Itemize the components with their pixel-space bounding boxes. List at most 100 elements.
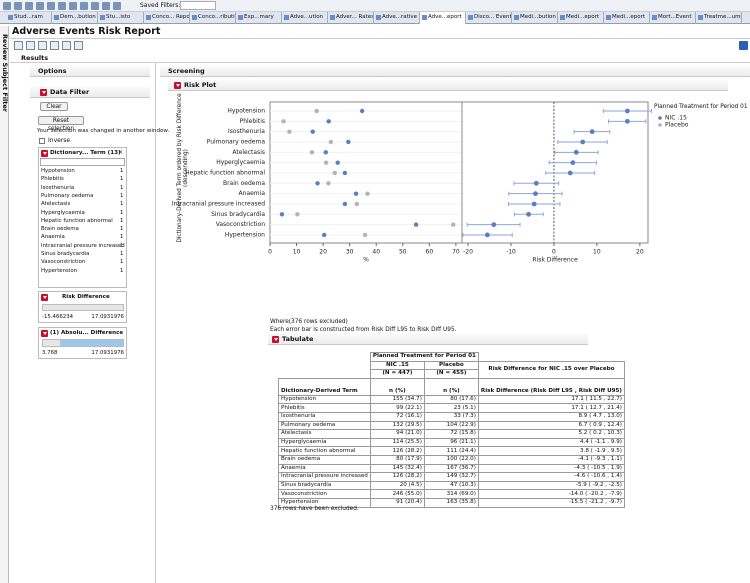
table-cell: 80 (17.9) — [370, 455, 424, 464]
checkbox[interactable] — [39, 138, 45, 144]
y-axis-label: Dictionary-Derived Term ordered by Risk … — [177, 93, 189, 243]
report-icon[interactable] — [14, 41, 23, 50]
x-axis-label: Risk Difference — [532, 257, 578, 264]
tab[interactable]: Mort...Event — [650, 12, 696, 24]
tab[interactable]: Adver... Rates — [328, 12, 374, 24]
table-row: Phlebitis99 (22.1)23 (5.1)17.1 ( 12.7 , … — [279, 404, 625, 413]
results-label: Results — [21, 54, 48, 62]
filter-count: 1 — [120, 226, 123, 232]
menu-triangle[interactable] — [41, 150, 48, 157]
table-cell: 132 (29.5) — [370, 421, 424, 430]
tab[interactable]: Adve...ution — [282, 12, 328, 24]
filter-item[interactable]: Isosthenuria — [41, 185, 74, 191]
filter-count: 1 — [120, 243, 123, 249]
table-cell: 246 (55.0) — [370, 490, 424, 499]
button[interactable]: Clear — [40, 102, 68, 111]
toolbar-icon[interactable] — [80, 2, 88, 10]
toolbar-icon[interactable] — [91, 2, 99, 10]
toolbar-icon[interactable] — [58, 2, 66, 10]
toolbar-icon[interactable] — [36, 2, 44, 10]
category-label: Atelectasis — [232, 149, 265, 156]
category-label: Hepatic function abnormal — [185, 169, 265, 176]
tab[interactable]: Conco...ribution — [190, 12, 236, 24]
filter-item[interactable]: Hypertension — [41, 268, 77, 274]
table-cell: 145 (32.4) — [370, 464, 424, 473]
filter-item[interactable]: Hyperglycaemia — [41, 210, 85, 216]
risk-point — [534, 181, 539, 186]
dot — [343, 202, 347, 206]
report-icon[interactable] — [26, 41, 35, 50]
table-row: Brain oedema80 (17.9)100 (22.0)-4.1 ( -9… — [279, 455, 625, 464]
tab[interactable]: Medi...bution — [512, 12, 558, 24]
legend-marker — [658, 123, 662, 127]
search-box[interactable] — [40, 158, 125, 166]
table-cell: 114 (25.5) — [370, 438, 424, 447]
dot — [346, 140, 350, 144]
tab[interactable]: Stud...ram — [6, 12, 52, 24]
tab[interactable]: Treatme...ummary — [696, 12, 742, 24]
menu-triangle[interactable] — [272, 336, 279, 343]
close-button[interactable]: × — [118, 149, 123, 156]
toolbar-icon[interactable] — [14, 2, 22, 10]
report-icon[interactable] — [38, 41, 47, 50]
tab[interactable]: Exp...mary — [236, 12, 282, 24]
tab-icon — [238, 15, 243, 20]
table-cell: Hyperglycaemia — [279, 438, 371, 447]
saved-filters-dropdown[interactable] — [180, 1, 216, 10]
report-icon[interactable] — [62, 41, 71, 50]
x-tick-label: -20 — [463, 249, 473, 256]
tab[interactable]: Adve...rative — [374, 12, 420, 24]
filter-item[interactable]: Anaemia — [41, 234, 65, 240]
filter-count: 1 — [120, 234, 123, 240]
table-cell: 91 (20.4) — [370, 498, 424, 507]
toolbar-icon[interactable] — [47, 2, 55, 10]
tab[interactable]: Adve...eport — [420, 12, 466, 24]
toolbar-icon[interactable] — [3, 2, 11, 10]
filter-item[interactable]: Hypotension — [41, 168, 75, 174]
filter-item[interactable]: Brain oedema — [41, 226, 79, 232]
menu-triangle[interactable] — [174, 82, 181, 89]
toolbar-icon[interactable] — [102, 2, 110, 10]
tab-icon — [8, 15, 13, 20]
help-icon[interactable] — [739, 41, 748, 50]
filter-item[interactable]: Atelectasis — [41, 201, 70, 207]
side-tab-label[interactable]: Review Subject Filter — [1, 34, 9, 112]
report-icon[interactable] — [50, 41, 59, 50]
button[interactable]: Reset selection — [38, 116, 84, 125]
toolbar-icon[interactable] — [113, 2, 121, 10]
filter-item[interactable]: Phlebitis — [41, 176, 64, 182]
menu-triangle[interactable] — [41, 294, 48, 301]
filter-item[interactable]: Pulmonary oedema — [41, 193, 93, 199]
tab[interactable]: Medi...eport — [604, 12, 650, 24]
dot — [336, 160, 340, 164]
slider-track[interactable] — [42, 304, 124, 311]
table-cell — [279, 353, 371, 362]
tab[interactable]: Dem...bution — [52, 12, 98, 24]
tab[interactable]: Stu...isto — [98, 12, 144, 24]
filter-item[interactable]: Vasoconstriction — [41, 259, 85, 265]
x-tick-label: 30 — [346, 249, 354, 256]
filter-item[interactable]: Sinus bradycardia — [41, 251, 89, 257]
filter-item[interactable]: Intracranial pressure increased — [41, 243, 125, 249]
options-label[interactable]: Options — [38, 67, 66, 75]
table-cell: n (%) — [370, 378, 424, 395]
toolbar-icon[interactable] — [69, 2, 77, 10]
tab[interactable]: Medi...eport — [558, 12, 604, 24]
table-row: Pulmonary oedema132 (29.5)104 (22.9)6.7 … — [279, 421, 625, 430]
filter-count: 1 — [120, 185, 123, 191]
report-icon[interactable] — [74, 41, 83, 50]
dot — [414, 222, 418, 226]
tab[interactable]: Conco... Report — [144, 12, 190, 24]
table-cell: 167 (36.7) — [424, 464, 478, 473]
table-cell: 111 (24.4) — [424, 447, 478, 456]
toolbar-icon[interactable] — [25, 2, 33, 10]
x-tick-label: 10 — [293, 249, 301, 256]
tab[interactable]: Disco... Event — [466, 12, 512, 24]
tab-icon — [652, 15, 657, 20]
menu-triangle[interactable] — [40, 89, 47, 96]
filter-item[interactable]: Hepatic function abnormal — [41, 218, 113, 224]
x-tick-label: 40 — [372, 249, 380, 256]
tab-icon — [284, 15, 289, 20]
table-cell: 149 (32.7) — [424, 473, 478, 482]
menu-triangle[interactable] — [41, 330, 48, 337]
